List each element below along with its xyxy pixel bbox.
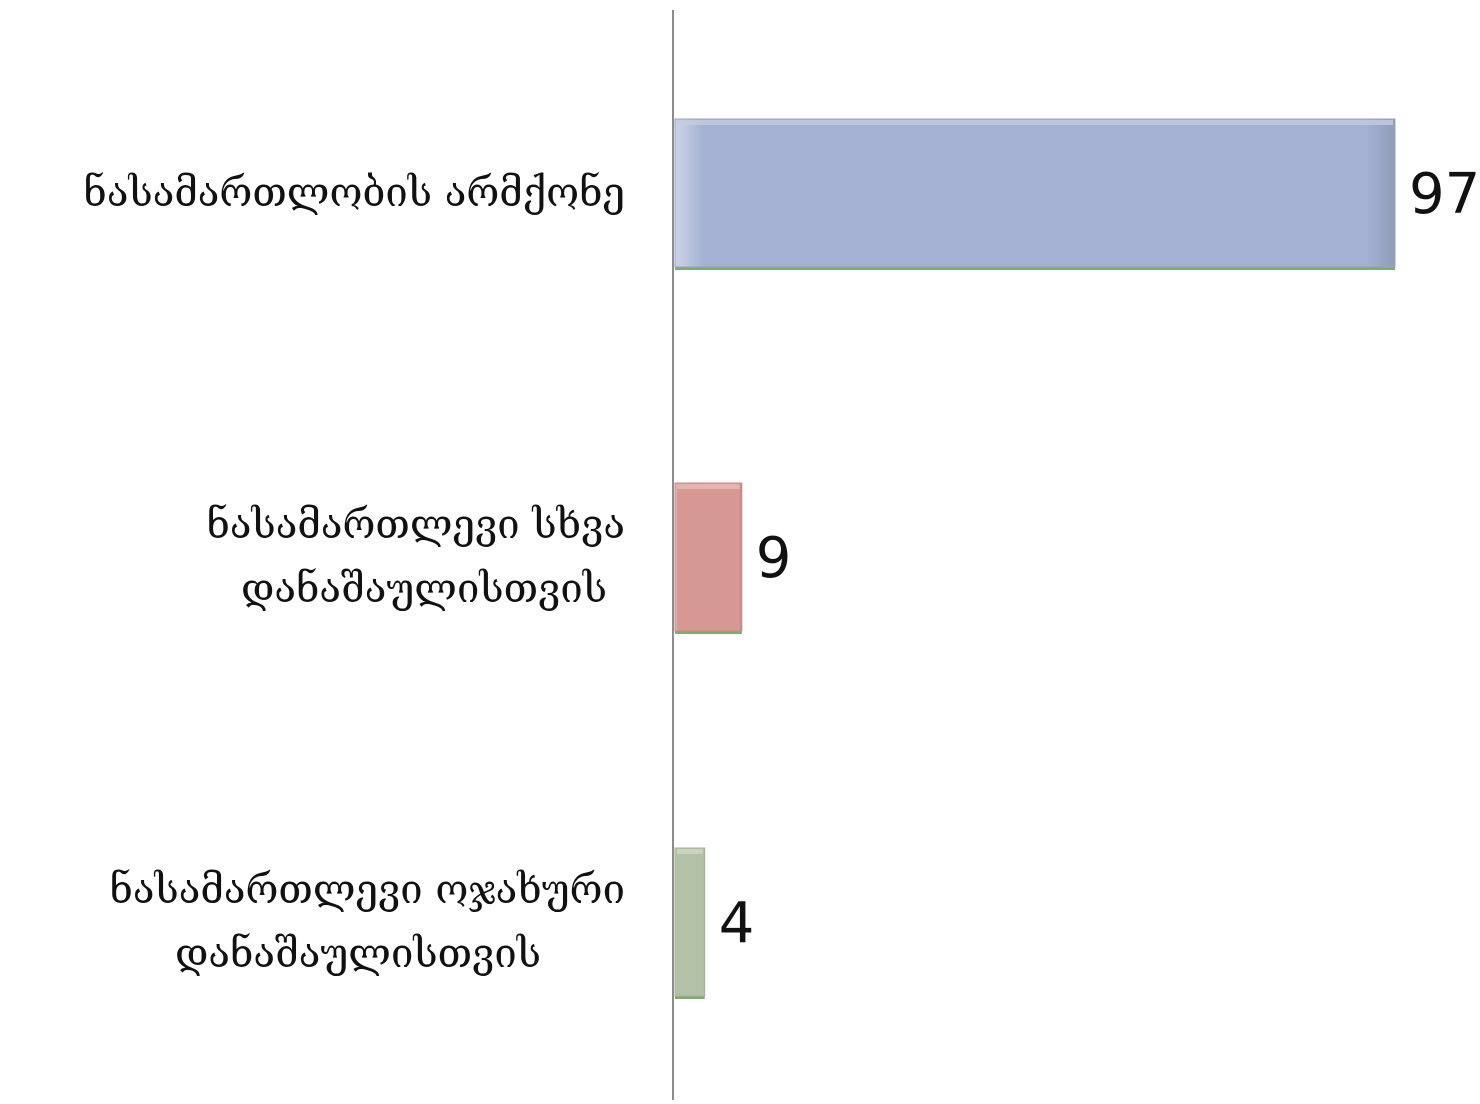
bar <box>674 118 1396 268</box>
bar-shadow <box>675 266 1395 270</box>
bar-highlight <box>677 120 1393 125</box>
data-label: 97 <box>1409 162 1480 227</box>
category-label: ნასამართლევი სხვა დანაშაულისთვის <box>206 502 625 612</box>
bar-highlight <box>677 484 740 489</box>
data-label: 4 <box>719 891 755 956</box>
bar-shadow <box>675 630 742 634</box>
bar <box>674 482 743 632</box>
bar-highlight <box>677 849 703 854</box>
bars-group <box>674 118 1396 999</box>
category-label: ნასამართლობის არმქონე <box>83 170 625 216</box>
data-label: 9 <box>756 526 792 591</box>
bar-shadow <box>675 995 705 999</box>
bar <box>674 847 706 997</box>
category-label: ნასამართლევი ოჯახური დანაშაულისთვის <box>109 867 625 977</box>
data-labels-group: 97 9 4 <box>719 162 1480 956</box>
